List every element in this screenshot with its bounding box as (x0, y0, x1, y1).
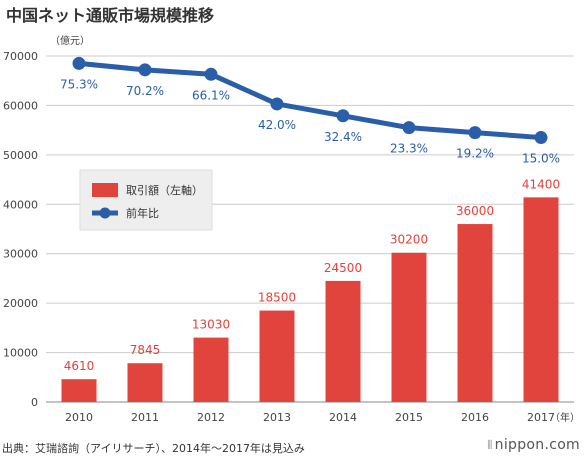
bar-data-label: 41400 (522, 177, 560, 191)
x-tick-label: 2017 (527, 411, 555, 424)
x-tick-label: 2015 (395, 411, 423, 424)
line-data-label: 66.1% (192, 88, 230, 102)
line-data-label: 75.3% (60, 77, 98, 91)
bar-data-label: 24500 (324, 261, 362, 275)
legend-swatch-point (99, 207, 111, 219)
bar (259, 310, 295, 402)
logo-mark-icon: ⦀ (487, 438, 493, 452)
line-data-label: 15.0% (522, 152, 560, 166)
y-axis-label: （億元） (50, 34, 90, 47)
bar (193, 337, 229, 402)
x-axis-unit: （年） (550, 411, 580, 424)
line-data-label: 70.2% (126, 84, 164, 98)
line-data-label: 19.2% (456, 147, 494, 161)
bar (325, 280, 361, 402)
x-tick-label: 2011 (131, 411, 159, 424)
bar (61, 379, 97, 402)
line-point (534, 131, 548, 145)
bar-data-label: 36000 (456, 204, 494, 218)
bar (457, 224, 493, 402)
y-tick-label: 70000 (3, 50, 38, 63)
bar (523, 197, 559, 402)
line-data-label: 42.0% (258, 118, 296, 132)
bar-data-label: 4610 (64, 359, 95, 373)
legend-label: 取引額（左軸） (126, 183, 203, 197)
site-logo-text: nippon.com (494, 437, 580, 453)
bar-data-label: 7845 (130, 343, 161, 357)
legend-box (79, 169, 213, 231)
line-point (336, 109, 350, 123)
y-tick-label: 10000 (3, 347, 38, 360)
bar-data-label: 30200 (390, 233, 428, 247)
x-tick-label: 2010 (65, 411, 93, 424)
site-logo: ⦀ nippon.com (487, 437, 580, 453)
legend-swatch-bar (92, 183, 118, 197)
line-data-label: 32.4% (324, 130, 362, 144)
source-note: 出典：艾瑞諮詢（アイリサーチ）、2014年〜2017年は見込み (2, 442, 305, 455)
chart-title: 中国ネット通販市場規模推移 (6, 6, 215, 25)
line-data-label: 23.3% (390, 142, 428, 156)
line-point (402, 121, 416, 135)
y-tick-label: 50000 (3, 149, 38, 162)
y-tick-label: 20000 (3, 297, 38, 310)
x-tick-label: 2016 (461, 411, 489, 424)
y-tick-label: 30000 (3, 248, 38, 261)
line-point (204, 67, 218, 81)
y-tick-label: 40000 (3, 198, 38, 211)
line-point (468, 126, 482, 140)
bar-data-label: 18500 (258, 291, 296, 305)
x-tick-label: 2014 (329, 411, 357, 424)
line-point (270, 97, 284, 111)
x-tick-label: 2012 (197, 411, 225, 424)
x-tick-label: 2013 (263, 411, 291, 424)
y-tick-label: 0 (31, 396, 38, 409)
line-point (138, 63, 152, 77)
line-series (78, 60, 542, 141)
y-tick-label: 60000 (3, 99, 38, 112)
bar (391, 252, 427, 402)
bar (127, 363, 163, 402)
line-point (72, 56, 86, 70)
bar-data-label: 13030 (192, 318, 230, 332)
legend-label: 前年比 (126, 206, 159, 220)
